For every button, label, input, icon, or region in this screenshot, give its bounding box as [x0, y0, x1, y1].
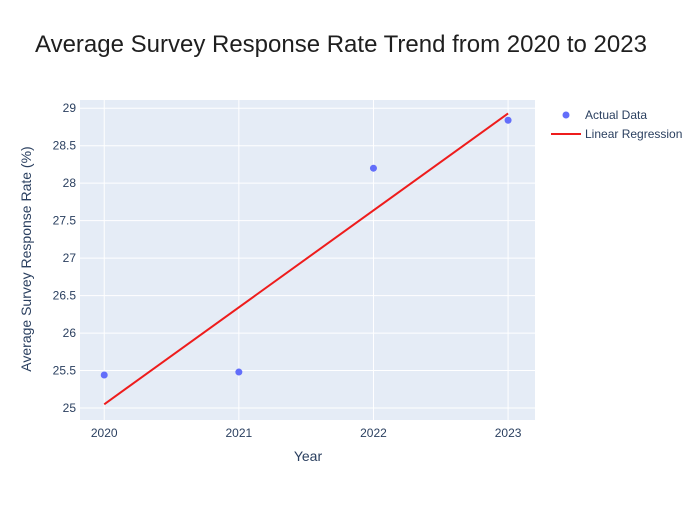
x-tick-label: 2023 [495, 426, 522, 440]
legend-label: Linear Regression [585, 127, 682, 141]
y-tick-label: 25.5 [53, 364, 77, 378]
y-axis-title: Average Survey Response Rate (%) [18, 146, 34, 371]
y-tick-label: 28 [63, 176, 77, 190]
legend-marker [562, 111, 570, 119]
x-tick-label: 2020 [91, 426, 118, 440]
legend-label: Actual Data [585, 108, 647, 122]
y-tick-label: 27.5 [53, 214, 77, 228]
legend[interactable]: Actual Data Linear Regression [551, 108, 682, 141]
x-tick-label: 2021 [225, 426, 252, 440]
chart-title: Average Survey Response Rate Trend from … [35, 31, 647, 58]
grid-lines [80, 100, 535, 420]
legend-item[interactable]: Linear Regression [551, 127, 682, 141]
data-point [504, 116, 512, 124]
regression-line [103, 112, 509, 406]
y-tick-label: 29 [63, 101, 77, 115]
y-tick-label: 27 [63, 251, 77, 265]
y-tick-label: 26.5 [53, 289, 77, 303]
x-axis-title: Year [294, 448, 323, 464]
y-tick-label: 26 [63, 326, 77, 340]
data-point [100, 371, 108, 379]
y-tick-label: 28.5 [53, 139, 77, 153]
legend-item[interactable]: Actual Data [562, 108, 648, 122]
y-tick-label: 25 [63, 401, 77, 415]
data-point [235, 368, 243, 376]
x-tick-label: 2022 [360, 426, 387, 440]
series [100, 112, 512, 406]
data-point [369, 164, 377, 172]
tick-labels: 2020 2021 2022 2023 25 25.5 26 26.5 27 27.5 28 28.5… [53, 101, 522, 440]
